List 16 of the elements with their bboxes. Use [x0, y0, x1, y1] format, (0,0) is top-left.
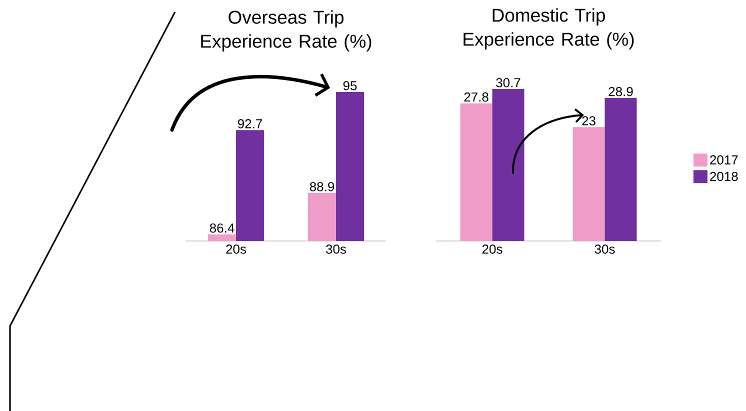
chart-title: Overseas Trip Experience Rate (%): [201, 10, 372, 52]
x-tick-label: 30s: [594, 244, 615, 254]
x-tick-label: 20s: [482, 244, 502, 254]
x-tick-label: 20s: [226, 244, 246, 254]
chart-title: Domestic Trip Experience Rate (%): [464, 8, 634, 50]
legend-label: 2017: [710, 155, 738, 164]
data-label: 92.7: [238, 119, 262, 128]
data-label: 86.4: [210, 223, 234, 233]
data-label: 95: [343, 81, 357, 90]
x-tick-label: 30s: [326, 244, 346, 254]
data-label: 88.9: [310, 182, 334, 192]
data-label: 27.8: [464, 92, 488, 102]
data-label: 23: [582, 116, 596, 126]
data-label: 28.9: [608, 86, 633, 96]
data-label: 30.7: [496, 78, 520, 88]
legend-label: 2018: [710, 172, 738, 182]
